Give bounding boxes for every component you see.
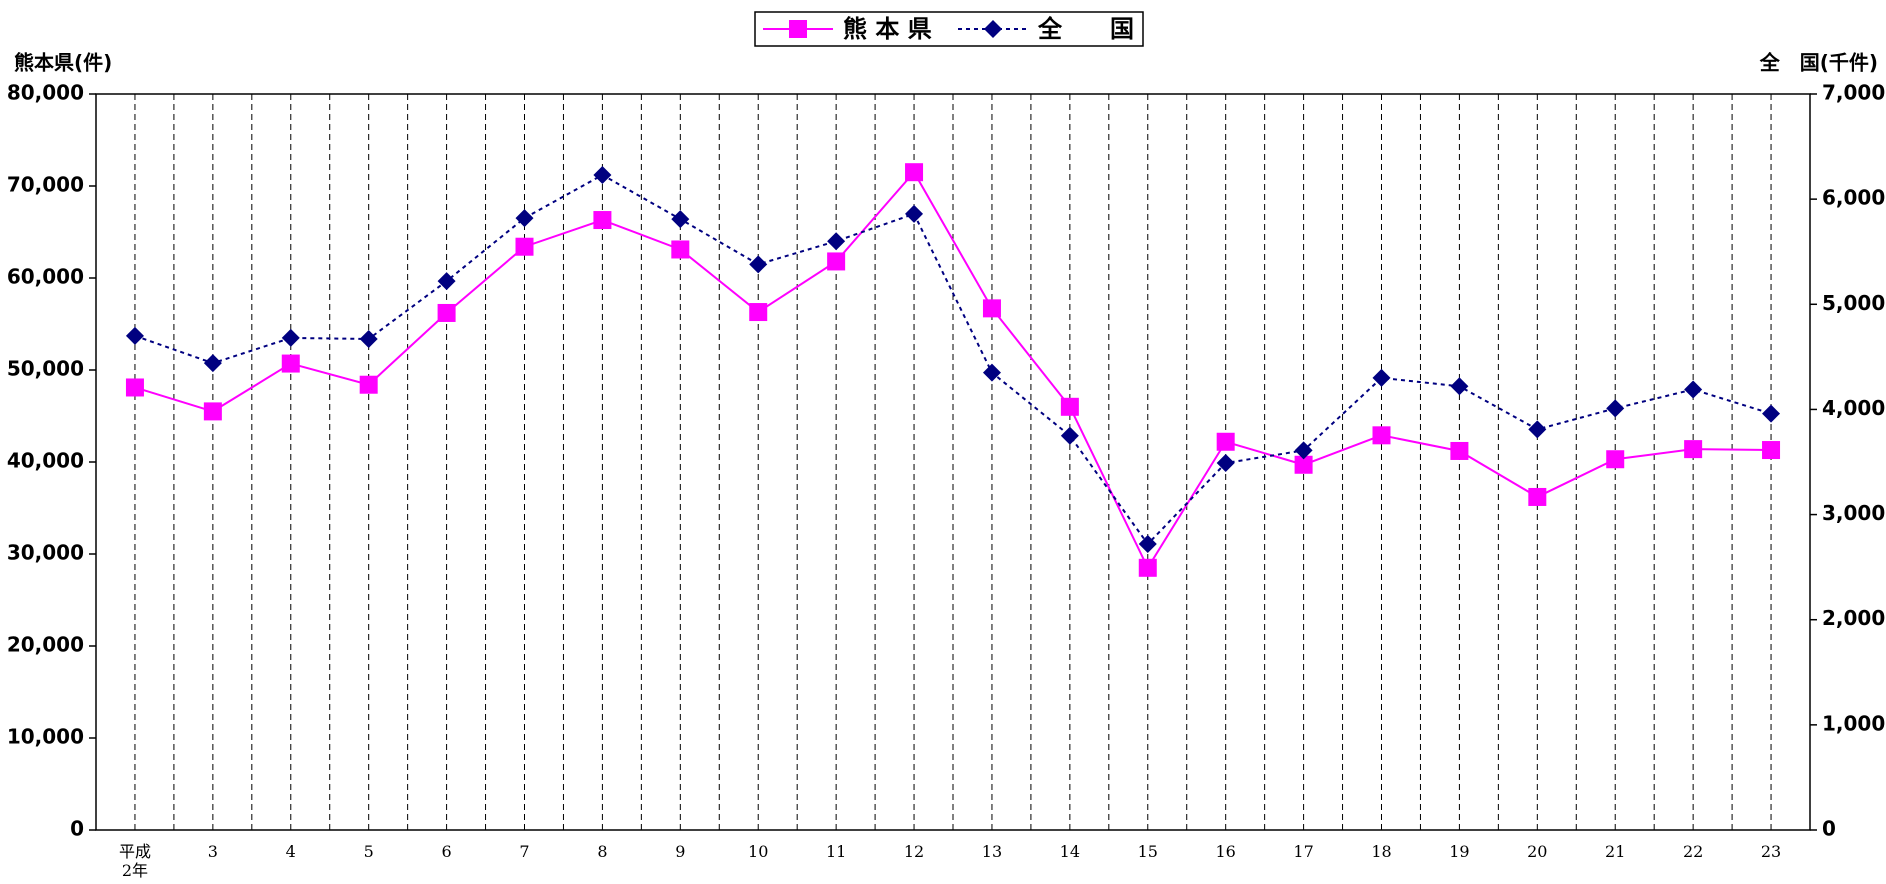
tick-label: 6,000 bbox=[1822, 186, 1885, 210]
data-point bbox=[593, 211, 612, 230]
data-point bbox=[359, 329, 378, 348]
x-tick-label: 10 bbox=[748, 842, 769, 861]
tick-label: 80,000 bbox=[7, 81, 84, 105]
data-point bbox=[1138, 558, 1157, 577]
series-line bbox=[134, 170, 1772, 570]
x-tick-label: 3 bbox=[207, 842, 218, 861]
data-point bbox=[359, 375, 378, 394]
data-point bbox=[515, 209, 534, 228]
x-tick-label: 11 bbox=[825, 842, 847, 861]
data-point bbox=[1528, 420, 1547, 439]
tick-label: 7,000 bbox=[1822, 81, 1885, 105]
tick-label: 60,000 bbox=[7, 265, 84, 289]
data-point bbox=[437, 272, 456, 291]
tick-label: 0 bbox=[70, 817, 84, 841]
data-point bbox=[1606, 399, 1625, 418]
data-point bbox=[1606, 450, 1625, 469]
data-point bbox=[281, 354, 300, 373]
data-point bbox=[1294, 455, 1313, 474]
data-point bbox=[1060, 397, 1079, 416]
x-tick-label: 平成 2年 bbox=[118, 842, 151, 880]
data-point bbox=[982, 363, 1001, 382]
data-point bbox=[749, 255, 768, 274]
tick-label: 5,000 bbox=[1822, 291, 1885, 315]
data-point bbox=[125, 378, 144, 397]
legend-marker bbox=[984, 20, 1002, 38]
x-tick-label: 17 bbox=[1293, 842, 1314, 861]
y2-axis-label: 全 国(千件) bbox=[1759, 51, 1878, 75]
x-tick-label: 14 bbox=[1059, 842, 1081, 861]
x-tick-label: 7 bbox=[519, 842, 530, 861]
x-tick-label: 21 bbox=[1605, 842, 1626, 861]
x-tick-label: 18 bbox=[1371, 842, 1392, 861]
x-tick-label: 23 bbox=[1760, 842, 1782, 861]
data-point bbox=[905, 204, 924, 223]
y-axis-label: 熊本県(件) bbox=[14, 51, 112, 75]
tick-label: 10,000 bbox=[7, 725, 84, 749]
x-tick-label: 12 bbox=[903, 842, 925, 861]
data-point bbox=[1372, 368, 1391, 387]
x-tick-label: 22 bbox=[1682, 842, 1704, 861]
legend-label: 全 国 bbox=[1037, 15, 1134, 43]
data-point bbox=[281, 328, 300, 347]
data-point bbox=[749, 303, 768, 322]
data-point bbox=[905, 163, 924, 182]
data-point bbox=[1216, 432, 1235, 451]
x-tick-label: 13 bbox=[981, 842, 1003, 861]
tick-label: 50,000 bbox=[7, 357, 84, 381]
legend-marker bbox=[789, 20, 807, 38]
data-point bbox=[1450, 377, 1469, 396]
tick-label: 70,000 bbox=[7, 173, 84, 197]
data-point bbox=[437, 303, 456, 322]
data-point bbox=[1294, 441, 1313, 460]
x-tick-label: 19 bbox=[1449, 842, 1470, 861]
data-point bbox=[1372, 426, 1391, 445]
x-tick-label: 5 bbox=[363, 842, 374, 861]
data-point bbox=[1138, 535, 1157, 554]
data-point bbox=[1762, 441, 1781, 460]
data-point bbox=[982, 299, 1001, 318]
tick-label: 0 bbox=[1822, 817, 1836, 841]
data-point bbox=[1450, 441, 1469, 460]
data-point bbox=[1060, 426, 1079, 445]
series-line bbox=[134, 173, 1772, 546]
tick-label: 3,000 bbox=[1822, 501, 1885, 525]
tick-label: 40,000 bbox=[7, 449, 84, 473]
x-tick-label: 4 bbox=[285, 842, 296, 861]
data-point bbox=[203, 354, 222, 373]
tick-label: 4,000 bbox=[1822, 396, 1885, 420]
data-point bbox=[1762, 404, 1781, 423]
x-tick-label: 20 bbox=[1527, 842, 1548, 861]
data-point bbox=[593, 165, 612, 184]
x-tick-label: 6 bbox=[441, 842, 452, 861]
data-point bbox=[671, 240, 690, 259]
data-point bbox=[515, 237, 534, 256]
x-tick-label: 8 bbox=[597, 842, 608, 861]
x-tick-label: 16 bbox=[1215, 842, 1236, 861]
data-point bbox=[1528, 487, 1547, 506]
x-tick-label: 15 bbox=[1137, 842, 1158, 861]
data-point bbox=[671, 210, 690, 229]
data-point bbox=[203, 402, 222, 421]
legend-label: 熊 本 県 bbox=[843, 15, 932, 43]
tick-label: 2,000 bbox=[1822, 606, 1885, 630]
data-point bbox=[827, 252, 846, 271]
data-point bbox=[125, 326, 144, 345]
tick-label: 30,000 bbox=[7, 541, 84, 565]
data-point bbox=[1684, 440, 1703, 459]
tick-label: 1,000 bbox=[1822, 711, 1885, 735]
data-point bbox=[1684, 380, 1703, 399]
data-point bbox=[1216, 454, 1235, 473]
tick-label: 20,000 bbox=[7, 633, 84, 657]
x-tick-label: 9 bbox=[675, 842, 686, 861]
data-point bbox=[827, 232, 846, 251]
